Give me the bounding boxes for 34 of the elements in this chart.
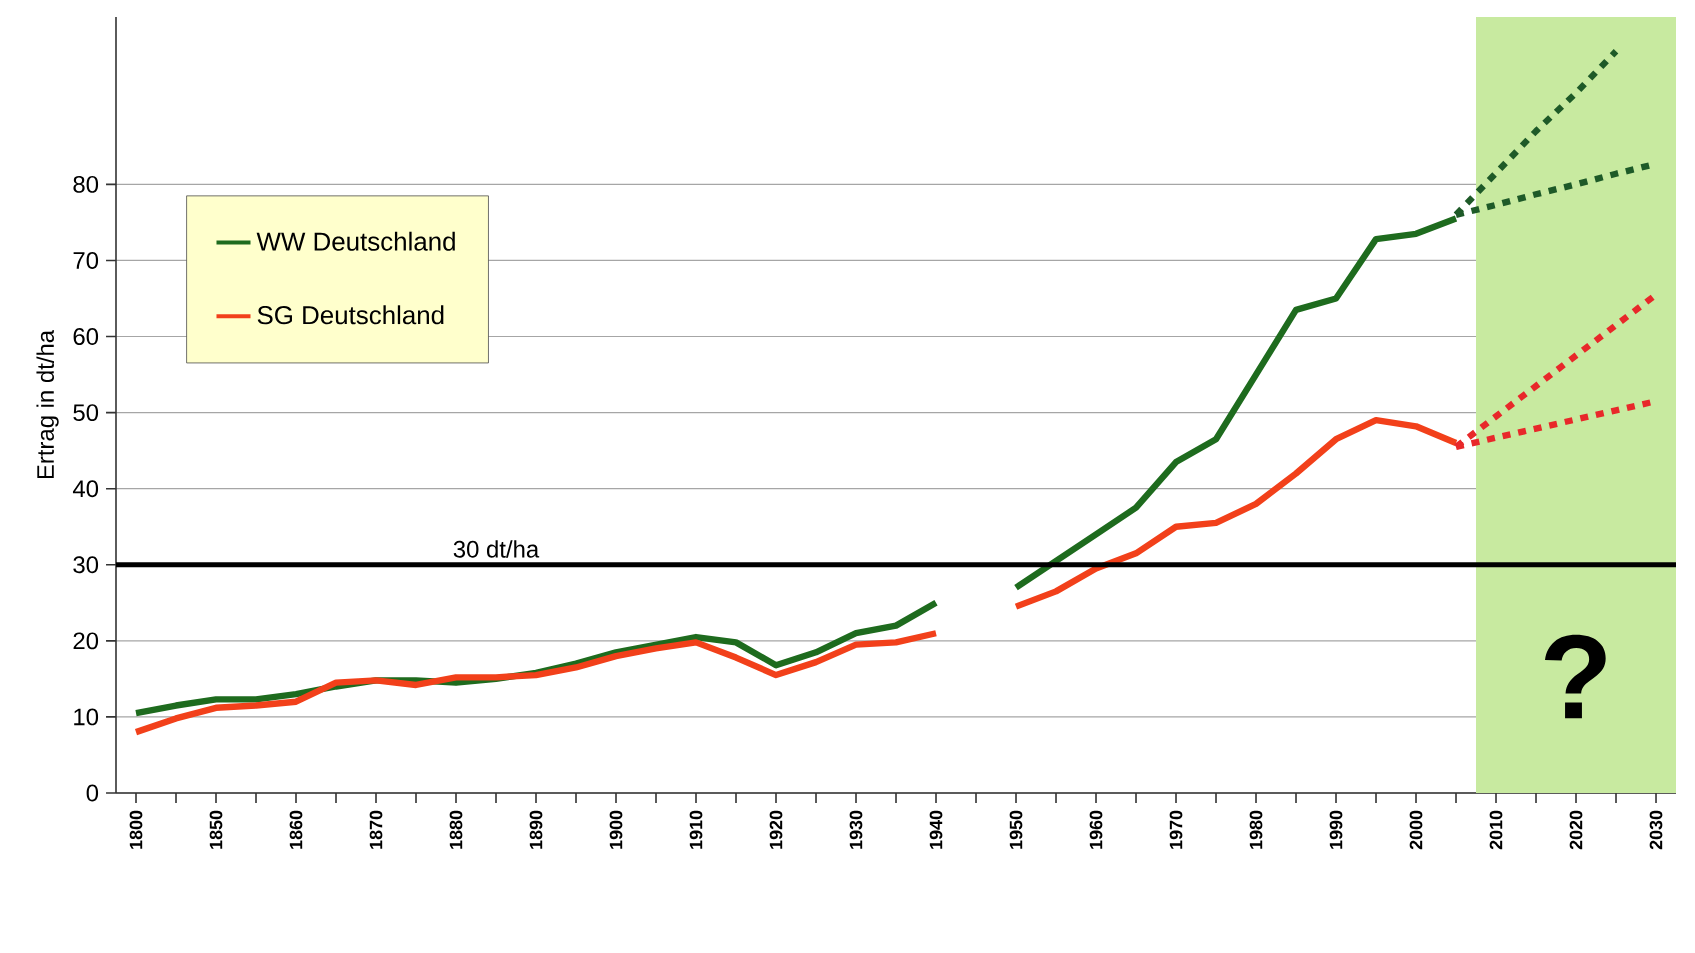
y-tick-label: 40 bbox=[72, 480, 99, 498]
x-tick-label: 1860 bbox=[289, 810, 303, 849]
ref-line-label: 30 dt/ha bbox=[453, 540, 540, 558]
x-tick-label: 2020 bbox=[1569, 810, 1583, 850]
x-tick-label: 1850 bbox=[209, 810, 223, 849]
y-tick-label: 0 bbox=[86, 784, 99, 802]
x-tick-label: 1800 bbox=[129, 810, 143, 849]
x-tick-label: 2000 bbox=[1409, 810, 1423, 850]
y-axis-title: Ertrag in dt/ha bbox=[36, 329, 59, 479]
x-tick-label: 1890 bbox=[529, 810, 543, 849]
x-tick-label: 1950 bbox=[1009, 810, 1023, 849]
y-tick-label: 60 bbox=[73, 328, 99, 345]
x-tick-label: 2030 bbox=[1649, 810, 1663, 850]
y-tick-label: 20 bbox=[73, 632, 99, 650]
x-tick-label: 1870 bbox=[369, 810, 383, 849]
y-tick-label: 50 bbox=[73, 404, 99, 422]
y-tick-label: 80 bbox=[73, 175, 99, 193]
annotation: ? bbox=[1545, 634, 1606, 719]
x-tick-label: 2010 bbox=[1489, 810, 1503, 850]
x-tick-label: 1970 bbox=[1169, 810, 1183, 849]
x-tick-label: 1960 bbox=[1089, 810, 1103, 849]
y-tick-label: 30 bbox=[73, 556, 99, 574]
x-tick-label: 1920 bbox=[769, 810, 783, 849]
y-tick-label: 10 bbox=[74, 708, 99, 726]
x-tick-label: 1990 bbox=[1329, 810, 1343, 849]
y-tick-label: 70 bbox=[73, 251, 99, 269]
x-tick-label: 1940 bbox=[929, 810, 943, 849]
x-tick-label: 1900 bbox=[609, 810, 623, 849]
legend-label: SG Deutschland bbox=[257, 305, 444, 325]
x-tick-label: 1980 bbox=[1249, 810, 1263, 849]
x-tick-label: 1880 bbox=[449, 810, 463, 849]
x-tick-label: 1910 bbox=[689, 810, 703, 849]
legend-label: WW Deutschland bbox=[256, 231, 455, 251]
x-tick-label: 1930 bbox=[849, 810, 863, 849]
